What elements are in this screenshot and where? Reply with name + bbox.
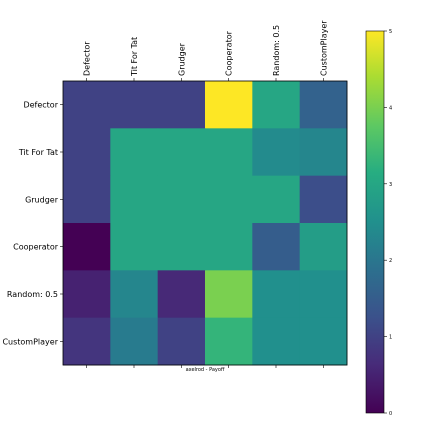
colorbar-tick-label: 4 bbox=[389, 105, 392, 111]
plot-frame bbox=[62, 80, 348, 366]
heatmap-cell-r4-c3 bbox=[205, 270, 253, 319]
y-tick-label: CustomPlayer bbox=[2, 337, 58, 346]
colorbar-tick-label: 3 bbox=[389, 182, 392, 188]
heatmap-cell-r0-c2 bbox=[157, 81, 206, 129]
x-tick-label: Cooperator bbox=[225, 30, 234, 76]
heatmap-cell-r1-c5 bbox=[299, 128, 348, 177]
heatmap-cell-r5-c0 bbox=[63, 317, 111, 366]
heatmap-cell-r0-c1 bbox=[110, 81, 159, 129]
y-tick-label: Tit For Tat bbox=[18, 148, 58, 157]
heatmap-cell-r5-c3 bbox=[205, 317, 253, 366]
x-tick-label: CustomPlayer bbox=[319, 20, 328, 76]
heatmap-cell-r1-c1 bbox=[110, 128, 159, 177]
heatmap-cell-r3-c4 bbox=[252, 223, 301, 271]
heatmap-cell-r0-c3 bbox=[205, 81, 253, 129]
colorbar-tick-label: 5 bbox=[389, 29, 392, 35]
heatmap-cells bbox=[63, 81, 348, 366]
heatmap-cell-r5-c4 bbox=[252, 317, 301, 366]
heatmap-cell-r3-c5 bbox=[299, 223, 348, 271]
y-tick-label: Random: 0.5 bbox=[7, 290, 58, 299]
heatmap-cell-r4-c2 bbox=[157, 270, 206, 319]
heatmap-cell-r5-c2 bbox=[157, 317, 206, 366]
x-tick-label: Grudger bbox=[177, 42, 186, 76]
colorbar-tick-label: 1 bbox=[389, 335, 392, 341]
x-tick-label: Defector bbox=[83, 41, 92, 76]
heatmap-cell-r5-c5 bbox=[299, 317, 348, 366]
heatmap-cell-r3-c3 bbox=[205, 223, 253, 271]
heatmap-cell-r2-c2 bbox=[157, 175, 206, 224]
colorbar-tick-label: 2 bbox=[389, 258, 392, 264]
heatmap-cell-r2-c1 bbox=[110, 175, 159, 224]
heatmap-cell-r0-c5 bbox=[299, 81, 348, 129]
heatmap-cell-r2-c4 bbox=[252, 175, 301, 224]
y-axis-ticks: Defector Tit For Tat Grudger Cooperator Rand… bbox=[2, 101, 63, 346]
heatmap-cell-r1-c3 bbox=[205, 128, 253, 177]
colorbar bbox=[365, 30, 385, 414]
heatmap-cell-r4-c4 bbox=[252, 270, 301, 319]
heatmap-cell-r4-c0 bbox=[63, 270, 111, 319]
heatmap-cell-r5-c1 bbox=[110, 317, 159, 366]
heatmap-cell-r0-c4 bbox=[252, 81, 301, 129]
y-tick-label: Cooperator bbox=[13, 243, 59, 252]
x-axis-ticks: Defector Tit For Tat Grudger Cooperator Rand… bbox=[83, 20, 328, 368]
heatmap-cell-r2-c0 bbox=[63, 175, 111, 224]
x-tick-label: Tit For Tat bbox=[130, 37, 139, 77]
heatmap-cell-r1-c2 bbox=[157, 128, 206, 177]
heatmap-cell-r3-c1 bbox=[110, 223, 159, 271]
heatmap-cell-r2-c3 bbox=[205, 175, 253, 224]
heatmap-cell-r1-c4 bbox=[252, 128, 301, 177]
heatmap-cell-r0-c0 bbox=[63, 81, 111, 129]
x-tick-label: Random: 0.5 bbox=[272, 25, 281, 76]
colorbar-tick-label: 0 bbox=[389, 411, 392, 417]
heatmap-cell-r2-c5 bbox=[299, 175, 348, 224]
y-tick-label: Grudger bbox=[25, 195, 59, 204]
heatmap-cell-r4-c1 bbox=[110, 270, 159, 319]
colorbar-ticks: 0 1 2 3 4 5 bbox=[384, 29, 392, 417]
heatmap-cell-r3-c0 bbox=[63, 223, 111, 271]
x-axis-label: axelrod - Payoff bbox=[186, 367, 225, 373]
heatmap-cell-r1-c0 bbox=[63, 128, 111, 177]
heatmap-cell-r4-c5 bbox=[299, 270, 348, 319]
heatmap-cell-r3-c2 bbox=[157, 223, 206, 271]
y-tick-label: Defector bbox=[23, 101, 58, 110]
